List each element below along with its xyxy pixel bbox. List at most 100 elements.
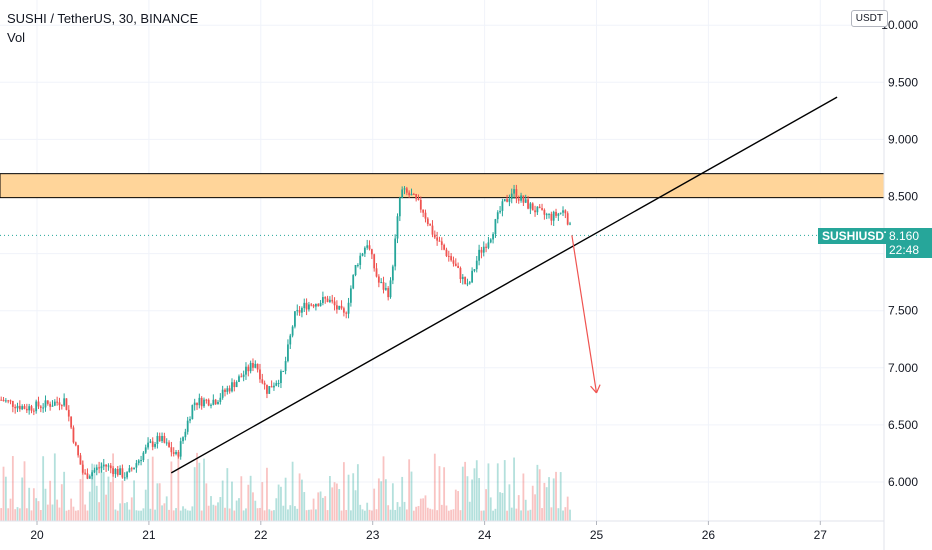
volume-bar [454, 489, 457, 521]
candle-body [291, 326, 294, 336]
volume-bar [184, 508, 187, 521]
candle-body [91, 472, 94, 477]
volume-bar [11, 456, 14, 521]
candle-body [72, 427, 75, 443]
volume-bar [259, 507, 261, 521]
candle-body [475, 260, 478, 270]
volume-bar [100, 462, 103, 521]
volume-bar [65, 510, 68, 521]
volume-bar [142, 508, 145, 521]
time-tick-label: 22 [254, 528, 268, 542]
candle-body [277, 383, 280, 385]
candle-body [405, 188, 408, 193]
candle-body [548, 213, 550, 215]
volume-bar [30, 510, 33, 521]
currency-badge[interactable]: USDT [850, 10, 888, 27]
candle-body [93, 470, 96, 473]
volume-bar [200, 510, 203, 521]
candle-body [301, 308, 303, 313]
volume-bar [261, 482, 264, 521]
volume-bar [81, 460, 84, 521]
volume-bar [126, 502, 128, 521]
candle-body [74, 442, 77, 446]
volume-bar [529, 509, 532, 521]
candle-body [100, 466, 103, 469]
volume-bar [315, 509, 317, 521]
candle-body [482, 246, 485, 253]
time-tick-label: 20 [30, 528, 44, 542]
volume-bar [361, 509, 364, 521]
candle-body [130, 468, 133, 470]
candle-body [359, 255, 362, 265]
candle-body [60, 405, 63, 407]
candle-body [112, 468, 114, 475]
time-axis[interactable]: 20 21 22 23 24 25 26 27 [30, 521, 827, 542]
volume-bar [452, 509, 455, 521]
volume-bar [252, 492, 254, 521]
candle-body [529, 203, 532, 209]
candle-body [536, 206, 539, 213]
volume-bar [191, 506, 194, 521]
candle-body [471, 270, 474, 283]
candle-body [457, 265, 460, 268]
projection-arrow[interactable] [571, 235, 601, 394]
candle-body [494, 219, 497, 235]
candle-body [137, 460, 140, 464]
candle-body [436, 237, 439, 241]
candle-body [184, 431, 187, 438]
volume-bar [324, 496, 327, 521]
candle-body [319, 302, 322, 307]
arrowhead [595, 384, 601, 394]
candle-body [468, 282, 471, 284]
volume-label[interactable]: Vol [7, 30, 26, 45]
volume-bar [93, 464, 96, 521]
volume-bar [515, 508, 518, 521]
candle-body [275, 383, 278, 386]
time-tick-label: 23 [366, 528, 380, 542]
candle-body [81, 464, 84, 473]
time-tick-label: 25 [590, 528, 604, 542]
candle-body [18, 405, 21, 410]
volume-bar [161, 505, 163, 521]
candle-body [503, 199, 506, 202]
candle-body [268, 386, 271, 394]
volume-bar [4, 476, 7, 521]
candle-body [550, 213, 553, 221]
volume-bar [287, 509, 289, 521]
volume-bar [517, 495, 520, 521]
candle-body [256, 363, 259, 370]
volume-bar [249, 475, 252, 521]
volume-bar [219, 497, 222, 521]
candle-body [328, 299, 331, 302]
time-tick-label: 26 [702, 528, 716, 542]
volume-bar [431, 509, 434, 521]
candle-body [515, 189, 518, 199]
volume-bar [102, 471, 105, 521]
candle-body [382, 282, 385, 290]
volume-bar [464, 461, 467, 521]
candles [0, 184, 571, 481]
volume-bar [9, 498, 12, 521]
candle-body [335, 305, 338, 310]
volume-bar [154, 509, 156, 521]
candle-body [56, 401, 59, 403]
trendline[interactable] [170, 96, 838, 474]
volume-bar [224, 507, 226, 521]
volume-bar [140, 510, 142, 521]
volume-bar [457, 491, 460, 521]
price-tick-label: 7.500 [888, 304, 918, 318]
candle-body [226, 388, 229, 392]
symbol-title[interactable]: SUSHI / TetherUS, 30, BINANCE [7, 11, 199, 26]
volume-bar [151, 456, 154, 521]
volume-bar [72, 506, 75, 521]
candle-body [156, 435, 159, 444]
volume-bar [443, 467, 446, 521]
volume-bar [562, 510, 564, 521]
volume-bar [552, 478, 555, 521]
candle-body [564, 210, 567, 214]
volume-bar [349, 510, 352, 521]
volume-bar [35, 498, 38, 521]
volume-bar [534, 494, 536, 521]
volume-bar [543, 482, 546, 521]
